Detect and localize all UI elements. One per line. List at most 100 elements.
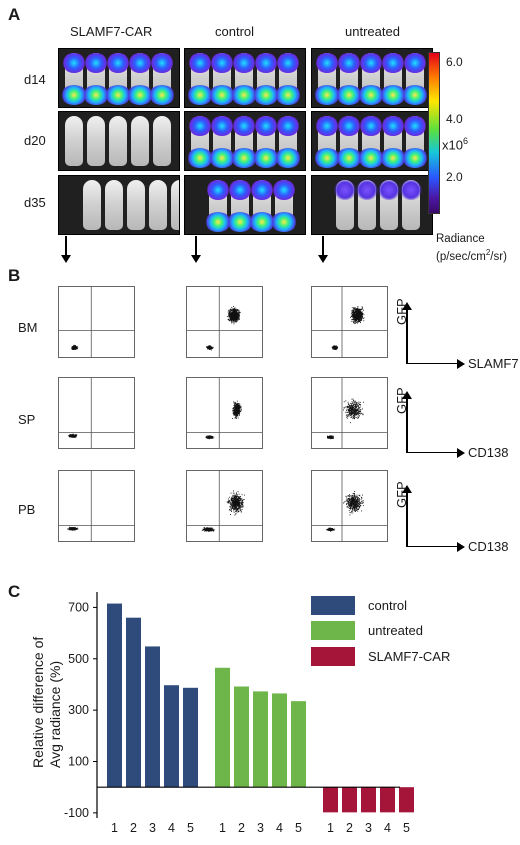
signal-blob — [150, 53, 174, 73]
signal-blob — [209, 85, 235, 105]
flow-plot-canvas — [187, 471, 262, 541]
signal-blob — [254, 53, 278, 73]
bar-untreated — [215, 667, 230, 788]
x-tick-label: 5 — [295, 821, 302, 835]
legend-swatch-untreated — [311, 621, 355, 640]
signal-blob — [333, 180, 357, 200]
flow-plot-canvas — [59, 378, 134, 448]
x-tick-label: 4 — [384, 821, 391, 835]
panel-c-letter: C — [8, 582, 21, 601]
y-tick-label: 700 — [68, 600, 89, 614]
signal-blob — [403, 116, 427, 136]
signal-blob — [105, 85, 131, 105]
signal-blob — [61, 85, 87, 105]
signal-blob — [314, 148, 340, 168]
signal-blob — [210, 116, 234, 136]
x-tick-label: 5 — [187, 821, 194, 835]
legend-swatch-slamf7-car — [311, 647, 355, 666]
imaging-tile — [311, 175, 433, 235]
mouse-silhouette — [149, 180, 167, 230]
signal-blob — [359, 116, 383, 136]
signal-blob — [83, 85, 109, 105]
signal-blob — [314, 85, 340, 105]
flow-plot — [186, 470, 263, 542]
flow-plot — [58, 286, 135, 358]
tissue-label-bm: BM — [18, 320, 38, 335]
bar-slamf7-car — [342, 787, 357, 813]
signal-blob — [254, 116, 278, 136]
x-tick-label: 4 — [168, 821, 175, 835]
x-tick-label: 1 — [111, 821, 118, 835]
signal-blob — [228, 180, 252, 200]
bar-control — [164, 685, 179, 788]
signal-blob — [402, 148, 428, 168]
bar-untreated — [272, 693, 287, 788]
signal-blob — [231, 148, 257, 168]
bar-control — [126, 617, 141, 788]
signal-blob — [336, 85, 362, 105]
axis-key-bm-x: SLAMF7 — [468, 356, 519, 371]
signal-blob — [253, 148, 279, 168]
colorbar-tick-6: 6.0 — [446, 55, 463, 69]
legend-label-untreated: untreated — [368, 623, 423, 638]
panel-b-letter: B — [8, 266, 21, 285]
mouse-silhouette — [127, 180, 145, 230]
signal-blob — [381, 53, 405, 73]
bar-slamf7-car — [323, 787, 338, 813]
signal-blob — [275, 148, 301, 168]
signal-blob — [232, 116, 256, 136]
column-label-control: control — [215, 24, 255, 39]
signal-blob — [253, 85, 279, 105]
bar-control — [107, 603, 122, 788]
row-label-d20: d20 — [24, 133, 46, 148]
mouse-silhouette — [171, 180, 179, 230]
axis-key-sp-x: CD138 — [468, 445, 509, 460]
signal-blob — [62, 53, 86, 73]
signal-blob — [359, 53, 383, 73]
signal-blob — [84, 53, 108, 73]
signal-blob — [232, 53, 256, 73]
signal-blob — [210, 53, 234, 73]
mouse-silhouette — [153, 116, 171, 166]
arrow-down-icon — [192, 236, 200, 263]
bar-control — [183, 687, 198, 788]
column-label-untreated: untreated — [345, 24, 400, 39]
flow-plot — [311, 377, 388, 449]
flow-plot — [311, 286, 388, 358]
colorbar-tick-2: 2.0 — [446, 170, 463, 184]
imaging-tile — [58, 175, 180, 235]
signal-blob — [381, 116, 405, 136]
flow-plot-canvas — [59, 471, 134, 541]
signal-blob — [188, 53, 212, 73]
mouse-silhouette — [83, 180, 101, 230]
flow-plot-canvas — [187, 378, 262, 448]
mouse-silhouette — [87, 116, 105, 166]
imaging-tile — [184, 175, 306, 235]
colorbar-title: Radiance (p/sec/cm2/sr) — [436, 233, 507, 263]
signal-blob — [315, 53, 339, 73]
imaging-tile — [311, 48, 433, 108]
signal-blob — [358, 85, 384, 105]
imaging-tile — [184, 48, 306, 108]
signal-blob — [249, 212, 275, 232]
x-tick-label: 3 — [365, 821, 372, 835]
signal-blob — [128, 53, 152, 73]
signal-blob — [231, 85, 257, 105]
axis-key-bm — [403, 302, 465, 367]
flow-plot — [186, 286, 263, 358]
radiance-colorbar — [428, 52, 440, 214]
x-tick-label: 1 — [219, 821, 226, 835]
y-tick-label: -100 — [64, 806, 89, 820]
y-tick-label: 300 — [68, 703, 89, 717]
signal-blob — [106, 53, 130, 73]
x-tick-label: 1 — [327, 821, 334, 835]
bar-untreated — [291, 701, 306, 788]
signal-blob — [336, 148, 362, 168]
signal-blob — [275, 85, 301, 105]
bar-control — [145, 646, 160, 788]
signal-blob — [272, 180, 296, 200]
legend-label-slamf7-car: SLAMF7-CAR — [368, 649, 451, 664]
signal-blob — [403, 53, 427, 73]
imaging-tile — [58, 48, 180, 108]
